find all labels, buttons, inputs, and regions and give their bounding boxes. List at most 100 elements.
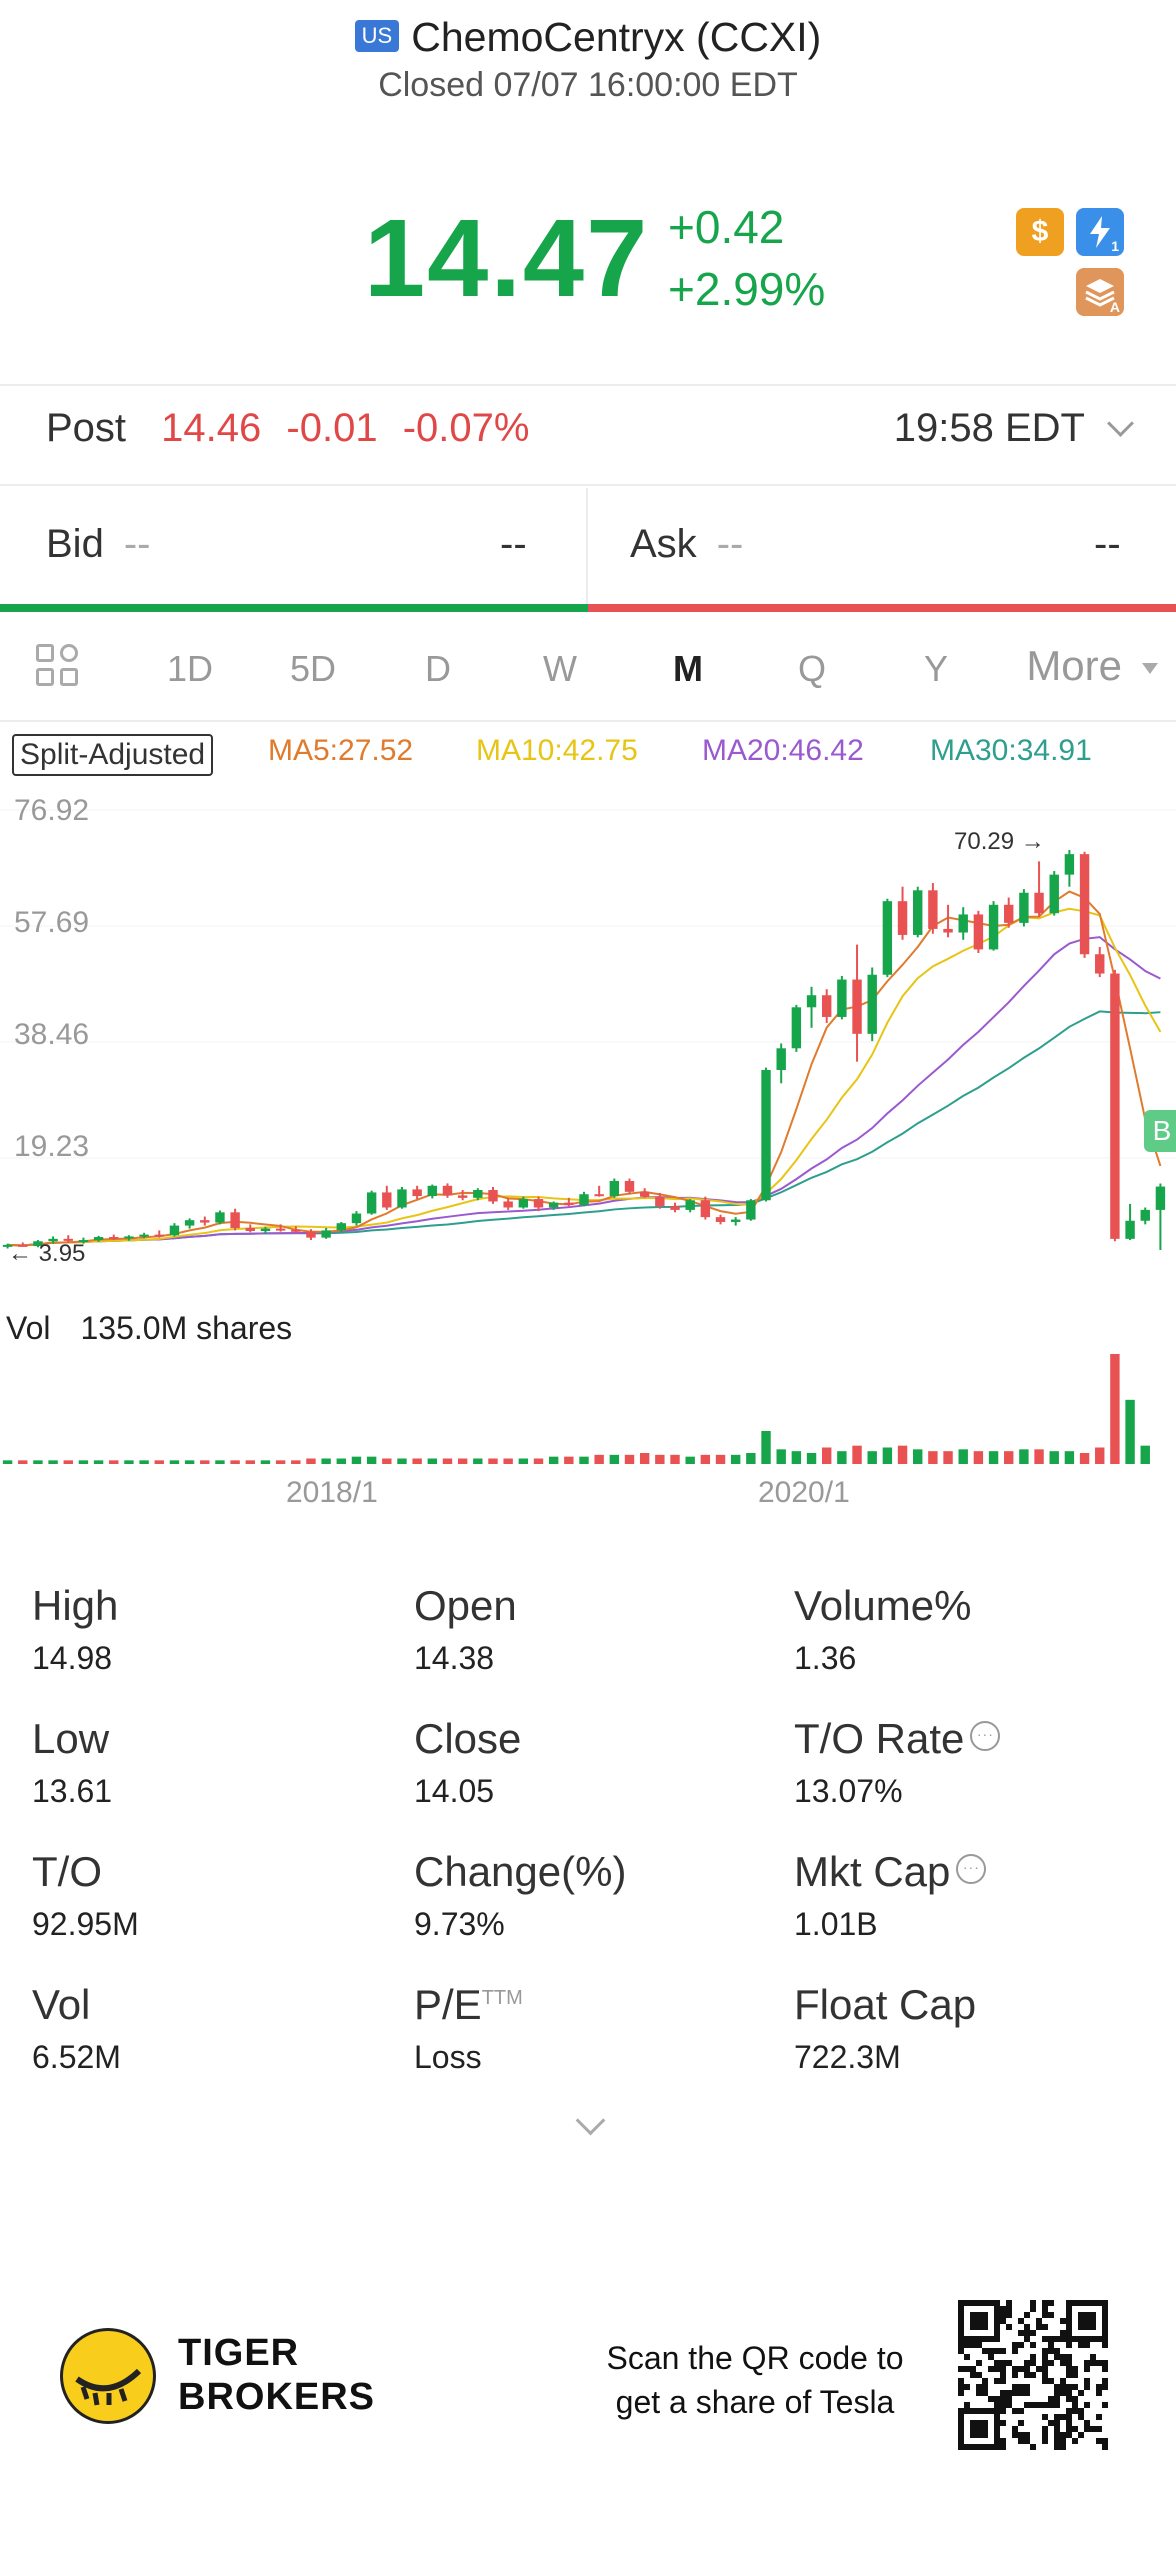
tab-w[interactable]: W	[543, 648, 577, 689]
more-info-icon[interactable]: ···	[970, 1720, 1001, 1751]
stat-label-vol: Vol	[32, 1981, 91, 2028]
candlestick-chart[interactable]	[0, 790, 1176, 1310]
layout-grid-icon[interactable]	[36, 644, 84, 692]
volume-bar	[1140, 1445, 1150, 1464]
tab-q[interactable]: Q	[797, 648, 826, 689]
volume-bar	[427, 1458, 438, 1464]
candle-body	[63, 1238, 73, 1241]
candle-body	[1004, 904, 1014, 923]
tiger-logo	[60, 2328, 156, 2424]
candle-body	[518, 1199, 529, 1208]
candle-body	[700, 1200, 711, 1218]
candle-body	[291, 1229, 301, 1232]
last-price: 14.47	[364, 197, 650, 320]
volume-bar	[215, 1460, 225, 1464]
split-adjusted-toggle[interactable]: Split-Adjusted	[12, 734, 214, 776]
volume-bar	[670, 1454, 680, 1464]
volume-bar	[442, 1458, 453, 1464]
price-change: +0.42	[668, 201, 785, 253]
candle-body	[913, 890, 923, 935]
volume-bar	[336, 1458, 347, 1464]
volume-chart	[2, 1354, 1150, 1464]
high-marker: 70.29 →	[954, 828, 1045, 856]
candle-body	[624, 1180, 635, 1192]
ma30-line	[7, 1010, 1161, 1247]
stat-value-high: 14.98	[32, 1640, 113, 1674]
volume-bar	[776, 1449, 786, 1464]
tab-5d[interactable]: 5D	[289, 648, 337, 689]
volume-bar	[503, 1458, 513, 1464]
pe-ttm-sup: TTM	[481, 1987, 523, 2009]
volume-bar	[594, 1454, 604, 1464]
more-dropdown[interactable]: More	[1012, 642, 1172, 690]
volume-bar	[1034, 1449, 1044, 1464]
vol-label-value: 135.0M shares	[80, 1310, 293, 1346]
candle-body	[382, 1192, 392, 1208]
post-time-dropdown[interactable]: 19:58 EDT	[894, 406, 1134, 451]
volume-bar	[78, 1460, 89, 1464]
qr-caption-line2: get a share of Tesla	[615, 2384, 895, 2420]
ma30-value: MA30:34.91	[930, 734, 1092, 767]
stat-label-low: Low	[32, 1715, 110, 1762]
triangle-down-icon	[1141, 663, 1158, 675]
tab-m[interactable]: M	[673, 648, 703, 689]
x-tick: 2018/1	[286, 1476, 378, 1509]
stat-label-mkt-cap-group[interactable]: Mkt Cap ···	[794, 1848, 987, 1896]
more-info-icon[interactable]: ···	[956, 1853, 987, 1884]
post-change-pct: -0.07%	[402, 406, 530, 450]
low-marker-value: 3.95	[38, 1240, 86, 1267]
stat-value-vol: 6.52M	[32, 2039, 121, 2073]
y-tick: 57.69	[14, 906, 90, 939]
stat-label-volume-pct: Volume%	[794, 1582, 972, 1629]
bid-size: --	[500, 522, 527, 566]
volume-bar	[93, 1460, 104, 1464]
post-label: Post	[46, 406, 127, 450]
qr-code[interactable]	[958, 2300, 1108, 2450]
volume-bar	[715, 1454, 726, 1464]
bid-label: Bid	[46, 522, 104, 566]
candle-body	[882, 901, 893, 975]
candle-body	[33, 1241, 43, 1247]
dollar-icon[interactable]: $	[1016, 208, 1064, 256]
stack-icon[interactable]: A	[1076, 268, 1124, 316]
qr-caption-line1: Scan the QR code to	[606, 2340, 904, 2376]
stock-title: US ChemoCentryx (CCXI)	[0, 14, 1176, 61]
volume-bar	[48, 1460, 58, 1464]
stock-name: ChemoCentryx (CCXI)	[411, 14, 822, 60]
candle-body	[215, 1212, 225, 1223]
volume-bar	[518, 1458, 529, 1464]
volume-bar	[958, 1449, 968, 1464]
stat-label-to-rate-group[interactable]: T/O Rate ···	[794, 1715, 1001, 1763]
candle-body	[260, 1228, 271, 1232]
stat-label-close: Close	[414, 1715, 522, 1762]
volume-bar	[351, 1456, 362, 1464]
candle-body	[351, 1213, 362, 1224]
stat-label-pe: P/E	[414, 1981, 482, 2028]
lightning-icon[interactable]: 1	[1076, 208, 1124, 256]
ask-size: --	[1094, 522, 1121, 566]
tab-1d[interactable]: 1D	[166, 648, 214, 689]
volume-bar	[382, 1458, 392, 1464]
candle-body	[2, 1244, 13, 1247]
candle-body	[503, 1201, 513, 1208]
tab-y[interactable]: Y	[923, 648, 948, 689]
candle-body	[746, 1200, 756, 1220]
volume-bar	[275, 1460, 286, 1464]
stat-label-open: Open	[414, 1582, 517, 1629]
volume-bar	[169, 1460, 180, 1464]
stat-label-mkt-cap: Mkt Cap	[794, 1848, 951, 1895]
stat-value-to: 92.95M	[32, 1906, 139, 1940]
expand-chevron-icon[interactable]	[575, 2105, 606, 2136]
volume-bar	[655, 1454, 665, 1464]
candle-body	[1140, 1209, 1150, 1221]
candle-body	[124, 1236, 134, 1239]
candle-body	[321, 1230, 331, 1238]
tab-d[interactable]: D	[425, 648, 451, 689]
buy-marker[interactable]: B	[1144, 1110, 1176, 1152]
volume-bar	[139, 1460, 149, 1464]
volume-bar	[821, 1447, 832, 1464]
volume-bar	[412, 1458, 422, 1464]
bid-price: --	[123, 522, 151, 566]
volume-bar	[639, 1453, 650, 1464]
candle-body	[579, 1194, 589, 1206]
